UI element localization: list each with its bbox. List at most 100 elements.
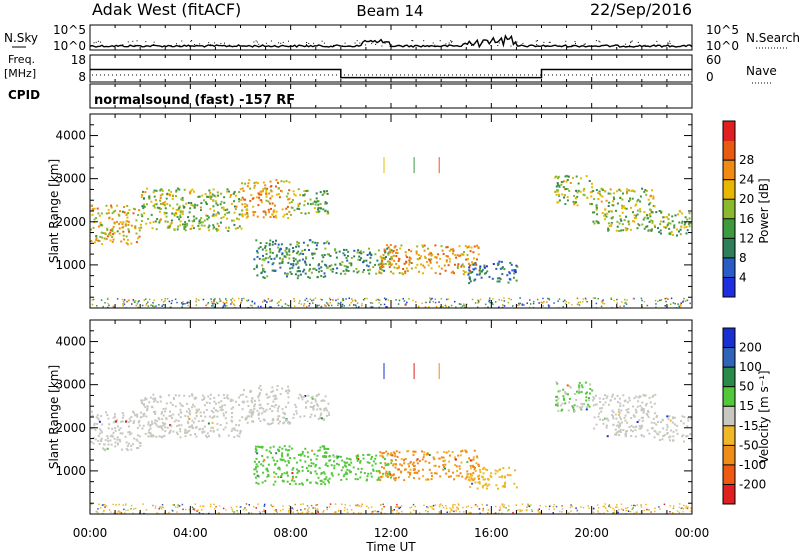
ground-scatter-cell: [410, 506, 413, 508]
power-cell: [324, 201, 327, 204]
ground-scatter-cell: [571, 505, 573, 508]
power-cell: [464, 271, 467, 274]
power-cell: [169, 223, 172, 226]
velocity-cell: [161, 421, 164, 424]
colorbar-segment: [723, 367, 735, 388]
power-cell: [680, 225, 683, 228]
power-cell: [143, 197, 145, 200]
velocity-cell: [333, 464, 336, 467]
power-cell: [618, 214, 621, 217]
noise-search-dot: [412, 40, 414, 42]
velocity-cell: [389, 472, 392, 475]
power-cell: [271, 251, 274, 254]
ground-scatter-cell: [230, 299, 232, 301]
ground-scatter-cell: [462, 506, 464, 509]
velocity-cell: [468, 457, 471, 460]
power-cell: [192, 220, 195, 223]
power-cell: [118, 222, 121, 225]
velocity-cell: [200, 415, 202, 418]
velocity-cell: [258, 446, 261, 449]
power-cell: [601, 212, 604, 214]
velocity-cell: [381, 452, 384, 455]
velocity-cell: [378, 470, 381, 472]
power-cell: [622, 192, 624, 195]
velocity-cell: [461, 449, 464, 452]
power-cell: [318, 263, 321, 266]
velocity-cell: [142, 414, 145, 417]
ground-scatter-cell: [576, 303, 579, 306]
ground-scatter-cell: [367, 507, 370, 509]
ground-scatter-cell: [537, 511, 540, 513]
ground-scatter-cell: [450, 508, 453, 511]
velocity-cell: [276, 460, 279, 463]
power-cell: [297, 250, 300, 253]
power-cell: [316, 200, 319, 203]
power-cell: [629, 199, 632, 202]
power-cell: [592, 190, 595, 192]
velocity-cell: [303, 396, 305, 398]
velocity-cell: [260, 412, 263, 415]
ground-scatter-cell: [324, 305, 326, 307]
velocity-cell: [310, 413, 313, 416]
ground-scatter-cell: [308, 302, 311, 305]
velocity-cell: [623, 416, 626, 419]
power-cell: [259, 242, 262, 244]
ground-scatter-cell: [361, 302, 363, 305]
ground-scatter-cell: [164, 300, 166, 302]
power-cell: [616, 190, 619, 193]
power-cell: [464, 245, 467, 247]
power-cell: [668, 232, 671, 235]
ground-scatter-cell: [469, 512, 471, 514]
ground-scatter-cell: [166, 298, 169, 300]
power-cell: [649, 201, 652, 204]
power-cell: [205, 195, 208, 198]
power-cell: [671, 215, 674, 218]
power-cell: [288, 248, 291, 251]
power-cell: [179, 220, 182, 223]
power-cell: [327, 253, 330, 256]
ground-scatter-cell: [344, 504, 347, 506]
velocity-cell: [262, 460, 265, 463]
ground-scatter-cell: [624, 298, 626, 301]
power-cell: [244, 182, 247, 185]
power-cell: [395, 248, 398, 251]
ground-scatter-cell: [276, 511, 278, 514]
velocity-cell: [207, 395, 210, 398]
velocity-cell: [91, 410, 93, 413]
power-cell: [405, 267, 408, 270]
ground-scatter-cell: [186, 302, 188, 304]
power-cell: [123, 238, 125, 241]
power-cell: [308, 276, 311, 279]
ground-scatter-cell: [582, 298, 585, 300]
velocity-cell: [263, 458, 266, 461]
power-cell: [582, 189, 585, 192]
velocity-cell: [641, 419, 644, 422]
power-cell: [183, 188, 186, 191]
colorbar-tick-label: 8: [739, 251, 747, 265]
velocity-cell: [412, 453, 415, 456]
noise-search-dot: [423, 40, 425, 42]
velocity-cell: [682, 440, 685, 443]
ground-scatter-cell: [286, 304, 289, 306]
noise-search-dot: [516, 41, 518, 43]
power-cell: [321, 254, 324, 257]
velocity-cell: [268, 423, 271, 426]
power-cell: [624, 227, 627, 229]
power-cell: [474, 262, 477, 265]
power-cell: [205, 214, 208, 217]
ground-scatter-cell: [491, 302, 493, 304]
colorbar-tick-label: 4: [739, 270, 747, 284]
ground-scatter-cell: [451, 505, 454, 508]
ground-scatter-cell: [107, 306, 109, 308]
velocity-cell: [257, 395, 260, 398]
velocity-cell: [385, 474, 387, 477]
velocity-cell: [370, 475, 373, 478]
power-cell: [124, 224, 127, 227]
power-cell: [272, 215, 275, 218]
velocity-cell: [368, 461, 371, 464]
velocity-cell: [121, 416, 124, 419]
power-cell: [262, 254, 264, 257]
velocity-cell: [147, 435, 150, 438]
ground-scatter-cell: [377, 298, 379, 301]
velocity-cell: [125, 441, 128, 444]
